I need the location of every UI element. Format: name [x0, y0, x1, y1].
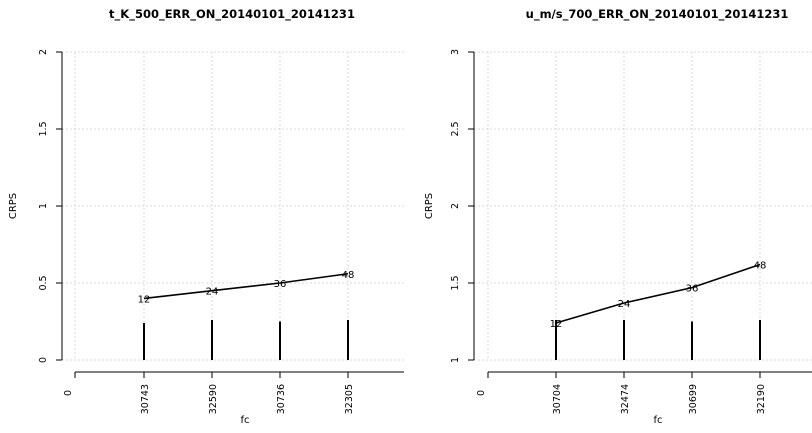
- panel2-point-label: 36: [686, 284, 699, 295]
- panel1-x-category-label: 32305: [344, 384, 355, 414]
- panel2-point-label: 24: [618, 299, 631, 310]
- panel2-x-category-label: 32474: [620, 384, 631, 414]
- panel1-x-axis-label: fc: [240, 415, 249, 426]
- panel2-x-category-label: 30699: [688, 384, 699, 414]
- panel2-y-axis-label: CRPS: [424, 193, 435, 219]
- panel1-point-label: 24: [206, 287, 219, 298]
- panel2-x-axis-label: fc: [653, 415, 662, 426]
- panel2-y-tick-label: 1.5: [450, 275, 461, 290]
- panel2-x-zero-label: 0: [476, 390, 487, 396]
- panel2-point-label: 12: [550, 319, 563, 330]
- panel2-point-label: 48: [754, 261, 767, 272]
- panel2-y-tick-label: 2: [450, 203, 461, 209]
- panel1-y-tick-label: 1: [38, 203, 49, 209]
- panel1-x-category-label: 30743: [140, 384, 151, 414]
- panel2-y-tick-label: 1: [450, 357, 461, 363]
- panel2-chart-title: u_m/s_700_ERR_ON_20140101_20141231: [526, 7, 789, 22]
- panel1-y-tick-label: 2: [38, 49, 49, 55]
- panel1-point-label: 48: [342, 270, 355, 281]
- panel1-y-tick-label: 0.5: [38, 275, 49, 290]
- panel2-x-category-label: 32190: [756, 384, 767, 414]
- panel1-x-zero-label: 0: [63, 390, 74, 396]
- panel1-y-tick-label: 1.5: [38, 121, 49, 136]
- panel1-point-label: 36: [274, 279, 287, 290]
- panel2-x-category-label: 30704: [552, 384, 563, 414]
- panel1-chart-title: t_K_500_ERR_ON_20140101_20141231: [109, 7, 355, 22]
- panel1-x-category-label: 30736: [276, 384, 287, 414]
- panel1-y-axis-label: CRPS: [8, 193, 19, 219]
- panel2-y-tick-label: 2.5: [450, 121, 461, 136]
- panel2-y-tick-label: 3: [450, 49, 461, 55]
- panel1-x-category-label: 32590: [208, 384, 219, 414]
- panel1-y-tick-label: 0: [38, 357, 49, 363]
- panel1-series-line: [143, 272, 349, 300]
- panel2-series-line: [555, 263, 761, 324]
- panel1-point-label: 12: [138, 294, 151, 305]
